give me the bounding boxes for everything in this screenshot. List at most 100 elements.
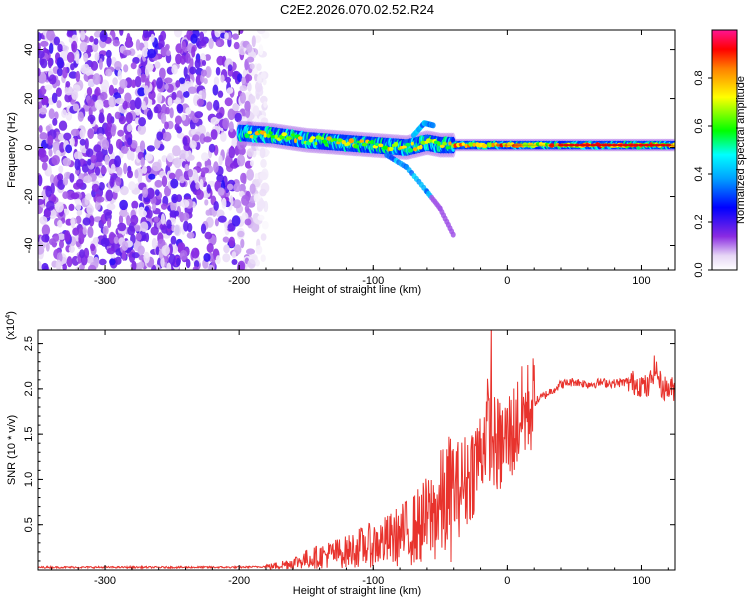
heatmap-cell	[117, 222, 127, 232]
heatmap-cell	[256, 30, 266, 34]
heatmap-cell	[87, 114, 96, 123]
heatmap-cell	[65, 144, 73, 154]
heatmap-cell	[66, 172, 71, 179]
heatmap-cell	[199, 133, 206, 145]
heatmap-cell	[38, 198, 45, 205]
heatmap-cell	[246, 148, 254, 158]
heatmap-cell	[118, 115, 127, 125]
heatmap-cell	[260, 254, 266, 262]
heatmap-cell	[75, 178, 84, 188]
heatmap-cell	[65, 81, 71, 88]
heatmap-cell	[237, 230, 245, 238]
heatmap-cell	[185, 107, 192, 115]
heatmap-cell	[104, 154, 110, 166]
heatmap-cell	[38, 125, 43, 133]
heatmap-cell	[213, 161, 219, 173]
heatmap-cell	[171, 64, 178, 75]
heatmap-cell	[217, 90, 224, 98]
heatmap-cell	[285, 136, 292, 141]
heatmap-cell	[161, 225, 169, 234]
heatmap-cell	[106, 55, 112, 68]
heatmap-cell	[206, 243, 214, 253]
heatmap-cell	[62, 177, 69, 186]
heatmap-cell	[156, 131, 164, 141]
heatmap-cell	[222, 253, 231, 263]
heatmap-cell	[210, 129, 218, 140]
heatmap-cell	[325, 143, 329, 147]
heatmap-cell	[194, 58, 201, 69]
heatmap-cell	[94, 86, 101, 98]
y-tick-label: -20	[23, 189, 35, 205]
heatmap-cell	[177, 243, 184, 252]
heatmap-cell	[171, 91, 177, 101]
heatmap-cell	[378, 143, 384, 148]
heatmap-cell	[146, 109, 153, 120]
snr-series-line	[38, 330, 675, 570]
heatmap-cell	[183, 90, 190, 98]
heatmap-cell	[359, 139, 364, 143]
heatmap-cell	[507, 142, 511, 148]
heatmap-cell	[154, 179, 163, 188]
heatmap-cell	[143, 85, 149, 96]
heatmap-cell	[256, 63, 262, 71]
heatmap-cell	[255, 245, 263, 255]
heatmap-cell	[180, 54, 186, 65]
heatmap-cell	[160, 213, 166, 225]
heatmap-cell	[74, 198, 82, 205]
heatmap-cell	[110, 163, 116, 174]
heatmap-cell	[109, 258, 116, 266]
heatmap-cell	[79, 249, 85, 259]
heatmap-cell	[134, 76, 142, 88]
heatmap-cell	[51, 155, 60, 166]
heatmap-cell	[38, 50, 45, 59]
heatmap-cell	[94, 52, 100, 62]
heatmap-cell	[39, 107, 48, 115]
heatmap-cell	[166, 219, 172, 229]
heatmap-cell	[216, 55, 225, 66]
heatmap-cell	[206, 184, 211, 194]
heatmap-cell	[161, 175, 168, 188]
heatmap-cell	[70, 192, 80, 200]
heatmap-cell	[82, 227, 88, 235]
heatmap-cell	[215, 255, 221, 265]
heatmap-cell	[38, 174, 43, 187]
heatmap-cell	[254, 173, 259, 180]
x-tick-label: 100	[632, 275, 650, 287]
heatmap-cell	[218, 155, 223, 166]
heatmap-cell	[196, 98, 204, 107]
heatmap-cell	[129, 99, 137, 111]
heatmap-cell	[113, 236, 119, 244]
heatmap-cell	[196, 189, 204, 200]
heatmap-cell	[394, 141, 399, 147]
heatmap-cell	[115, 256, 122, 265]
heatmap-cell	[166, 152, 175, 163]
heatmap-cell	[200, 167, 210, 174]
heatmap-cell	[150, 226, 159, 236]
heatmap-cell	[231, 251, 237, 259]
heatmap-cell	[201, 60, 207, 66]
heatmap-cell	[160, 30, 167, 41]
heatmap-cell	[203, 253, 211, 262]
heatmap-cell	[442, 141, 447, 146]
heatmap-cell	[261, 220, 269, 230]
heatmap-cell	[87, 158, 92, 166]
heatmap-cell	[38, 260, 42, 270]
x-tick-label: -200	[228, 575, 250, 587]
y-tick-label: 2.0	[23, 381, 35, 396]
heatmap-cell	[79, 129, 86, 139]
heatmap-cell	[74, 158, 81, 171]
heatmap-cell	[48, 238, 57, 246]
heatmap-cell	[120, 185, 129, 196]
heatmap-cell	[260, 71, 267, 79]
heatmap-cell	[115, 177, 122, 186]
heatmap-cell	[119, 30, 124, 36]
heatmap-cell	[213, 201, 219, 211]
heatmap-cell	[522, 142, 528, 147]
x-tick-label: 100	[632, 575, 650, 587]
heatmap-cell	[208, 37, 214, 50]
heatmap-cell	[145, 165, 152, 174]
heatmap-cell	[93, 38, 99, 45]
heatmap-cell	[139, 140, 146, 152]
heatmap-cell	[301, 140, 305, 145]
heatmap-cell	[408, 148, 414, 153]
